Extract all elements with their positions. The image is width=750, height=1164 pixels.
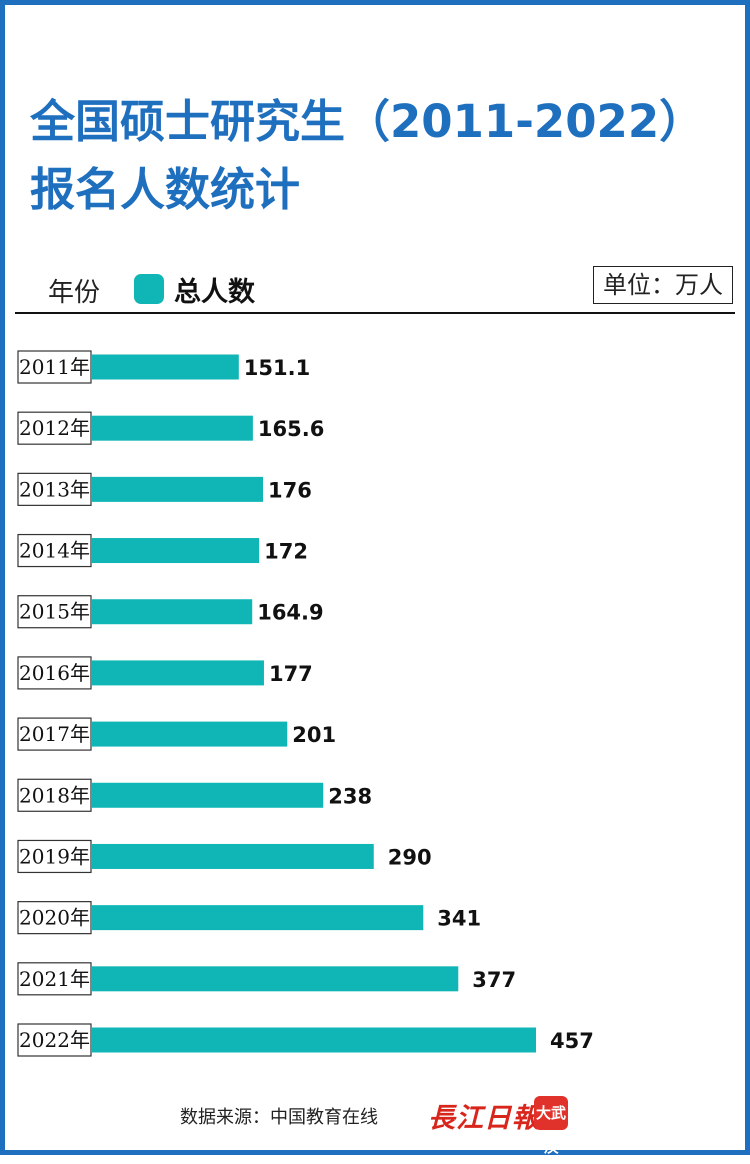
data-label: 238 (328, 784, 372, 808)
data-label: 377 (472, 968, 516, 992)
tick-label-box (17, 962, 92, 996)
data-label: 176 (268, 478, 312, 502)
logo-text: 長江日報 (428, 1103, 540, 1134)
tick-label: 2011年 (19, 355, 90, 379)
tick-label: 2020年 (19, 906, 90, 930)
data-label: 172 (264, 540, 308, 564)
legend-series-label: 总人数 (174, 277, 255, 308)
bar (92, 538, 260, 564)
bar (92, 905, 424, 931)
tick-label: 2016年 (19, 661, 90, 685)
data-label: 457 (550, 1029, 594, 1053)
bar (92, 1027, 536, 1053)
data-label: 165.6 (258, 417, 324, 441)
tick-label: 2017年 (19, 722, 90, 746)
tick-label-box (17, 1023, 92, 1057)
data-label: 164.9 (257, 601, 323, 625)
data-label: 201 (292, 723, 336, 747)
tick-label-box (17, 778, 92, 812)
header-rule (15, 312, 735, 314)
tick-label: 2012年 (19, 416, 90, 440)
tick-label: 2018年 (19, 783, 90, 807)
bar (92, 415, 253, 441)
tick-label-box (17, 411, 92, 445)
tick-label: 2014年 (19, 539, 90, 563)
tick-label-box (17, 533, 92, 568)
tick-label-box (17, 839, 92, 874)
data-label: 341 (437, 907, 481, 931)
tick-label: 2015年 (19, 600, 90, 624)
bar (92, 721, 288, 747)
logo-badge: 大武汉 (534, 1096, 568, 1156)
tick-label: 2019年 (19, 844, 90, 868)
bar (92, 843, 374, 869)
tick-label-box (17, 472, 92, 506)
tick-label: 2022年 (19, 1028, 90, 1052)
tick-label-box (17, 350, 92, 384)
legend-row: 年份 总人数 单位：万人 (0, 266, 750, 312)
publisher-logo: 長江日報 大武汉 (428, 1094, 578, 1156)
tick-label-box (17, 656, 92, 690)
tick-label-box (17, 901, 92, 935)
bar (92, 599, 253, 625)
tick-label-box (17, 717, 92, 751)
tick-label: 2021年 (19, 967, 90, 991)
tick-label-box (17, 595, 92, 629)
bar (92, 476, 263, 502)
bar (92, 354, 239, 380)
unit-label: 单位：万人 (593, 266, 733, 304)
data-label: 177 (269, 662, 313, 686)
data-label: 151.1 (244, 356, 310, 380)
data-label: 290 (388, 845, 432, 869)
bar (92, 966, 459, 992)
chart-title: 全国硕士研究生（2011-2022）报名人数统计 (30, 95, 705, 216)
bar (92, 660, 264, 686)
bar (92, 782, 324, 808)
legend-swatch (134, 274, 164, 304)
data-source: 数据来源：中国教育在线 (180, 1107, 378, 1128)
category-axis-label: 年份 (48, 278, 101, 308)
tick-label: 2013年 (19, 477, 90, 501)
